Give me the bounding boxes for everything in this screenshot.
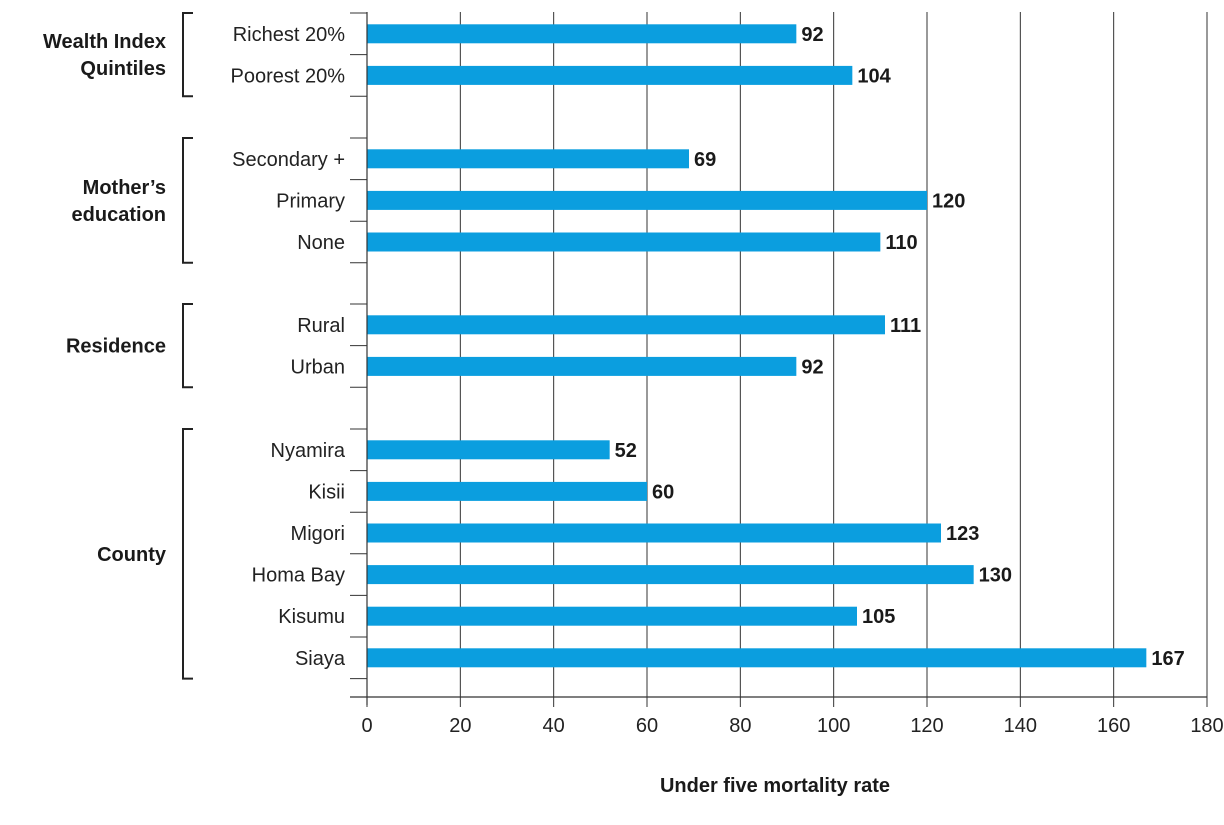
category-label: None	[297, 232, 345, 254]
x-axis-title: Under five mortality rate	[660, 775, 890, 797]
value-label: 123	[946, 523, 979, 545]
category-label: Secondary +	[232, 149, 345, 171]
value-label: 110	[885, 232, 917, 254]
bar	[367, 606, 857, 626]
group-bracket	[182, 12, 193, 98]
category-label: Nyamira	[271, 440, 346, 462]
group-bracket	[182, 303, 193, 389]
group-label: Wealth Index	[43, 31, 166, 53]
category-label: Siaya	[295, 648, 346, 670]
group-bracket	[182, 428, 193, 680]
group-label: Mother’s	[83, 177, 166, 199]
x-tick-label: 80	[729, 715, 751, 737]
value-label: 111	[890, 315, 921, 337]
labels: 0 20 40 60 80 100 120 140 160 180 Wealth Index Quin…	[43, 24, 1224, 737]
category-label: Poorest 20%	[230, 65, 345, 87]
grid-lines	[459, 12, 1208, 697]
bar	[367, 315, 885, 335]
category-label: Primary	[276, 190, 345, 212]
value-label: 167	[1151, 648, 1184, 670]
bar	[367, 440, 610, 460]
value-label: 52	[615, 440, 637, 462]
bar	[367, 356, 797, 376]
value-label: 130	[979, 565, 1012, 587]
x-tick-label: 180	[1190, 715, 1223, 737]
category-label: Richest 20%	[233, 24, 345, 46]
category-label: Urban	[291, 356, 345, 378]
bar	[367, 648, 1147, 668]
group-label: County	[97, 544, 167, 566]
bar	[367, 523, 941, 543]
bar	[367, 24, 797, 44]
group-bracket	[182, 137, 193, 264]
value-label: 92	[801, 356, 823, 378]
value-label: 60	[652, 481, 674, 503]
bar	[367, 232, 881, 252]
axes	[182, 12, 1208, 707]
x-tick-label: 60	[636, 715, 658, 737]
x-tick-label: 0	[361, 715, 372, 737]
value-label: 69	[694, 149, 716, 171]
bar	[367, 565, 974, 585]
x-tick-label: 160	[1097, 715, 1130, 737]
x-tick-label: 140	[1004, 715, 1037, 737]
bar	[367, 149, 689, 169]
group-label: Residence	[66, 336, 166, 358]
x-tick-label: 40	[543, 715, 565, 737]
x-tick-label: 20	[449, 715, 471, 737]
x-tick-label: 100	[817, 715, 850, 737]
category-label: Homa Bay	[252, 565, 345, 587]
bars	[367, 24, 1147, 668]
bar	[367, 65, 853, 85]
bar	[367, 481, 647, 501]
x-tick-label: 120	[910, 715, 943, 737]
category-label: Kisumu	[278, 606, 345, 628]
value-label: 92	[801, 24, 823, 46]
bar	[367, 190, 927, 210]
category-label: Rural	[297, 315, 345, 337]
value-label: 104	[857, 65, 891, 87]
value-label: 105	[862, 606, 895, 628]
category-label: Kisii	[308, 481, 345, 503]
value-label: 120	[932, 190, 965, 212]
group-label: Quintiles	[80, 58, 166, 80]
category-label: Migori	[291, 523, 345, 545]
group-label: education	[72, 204, 166, 226]
